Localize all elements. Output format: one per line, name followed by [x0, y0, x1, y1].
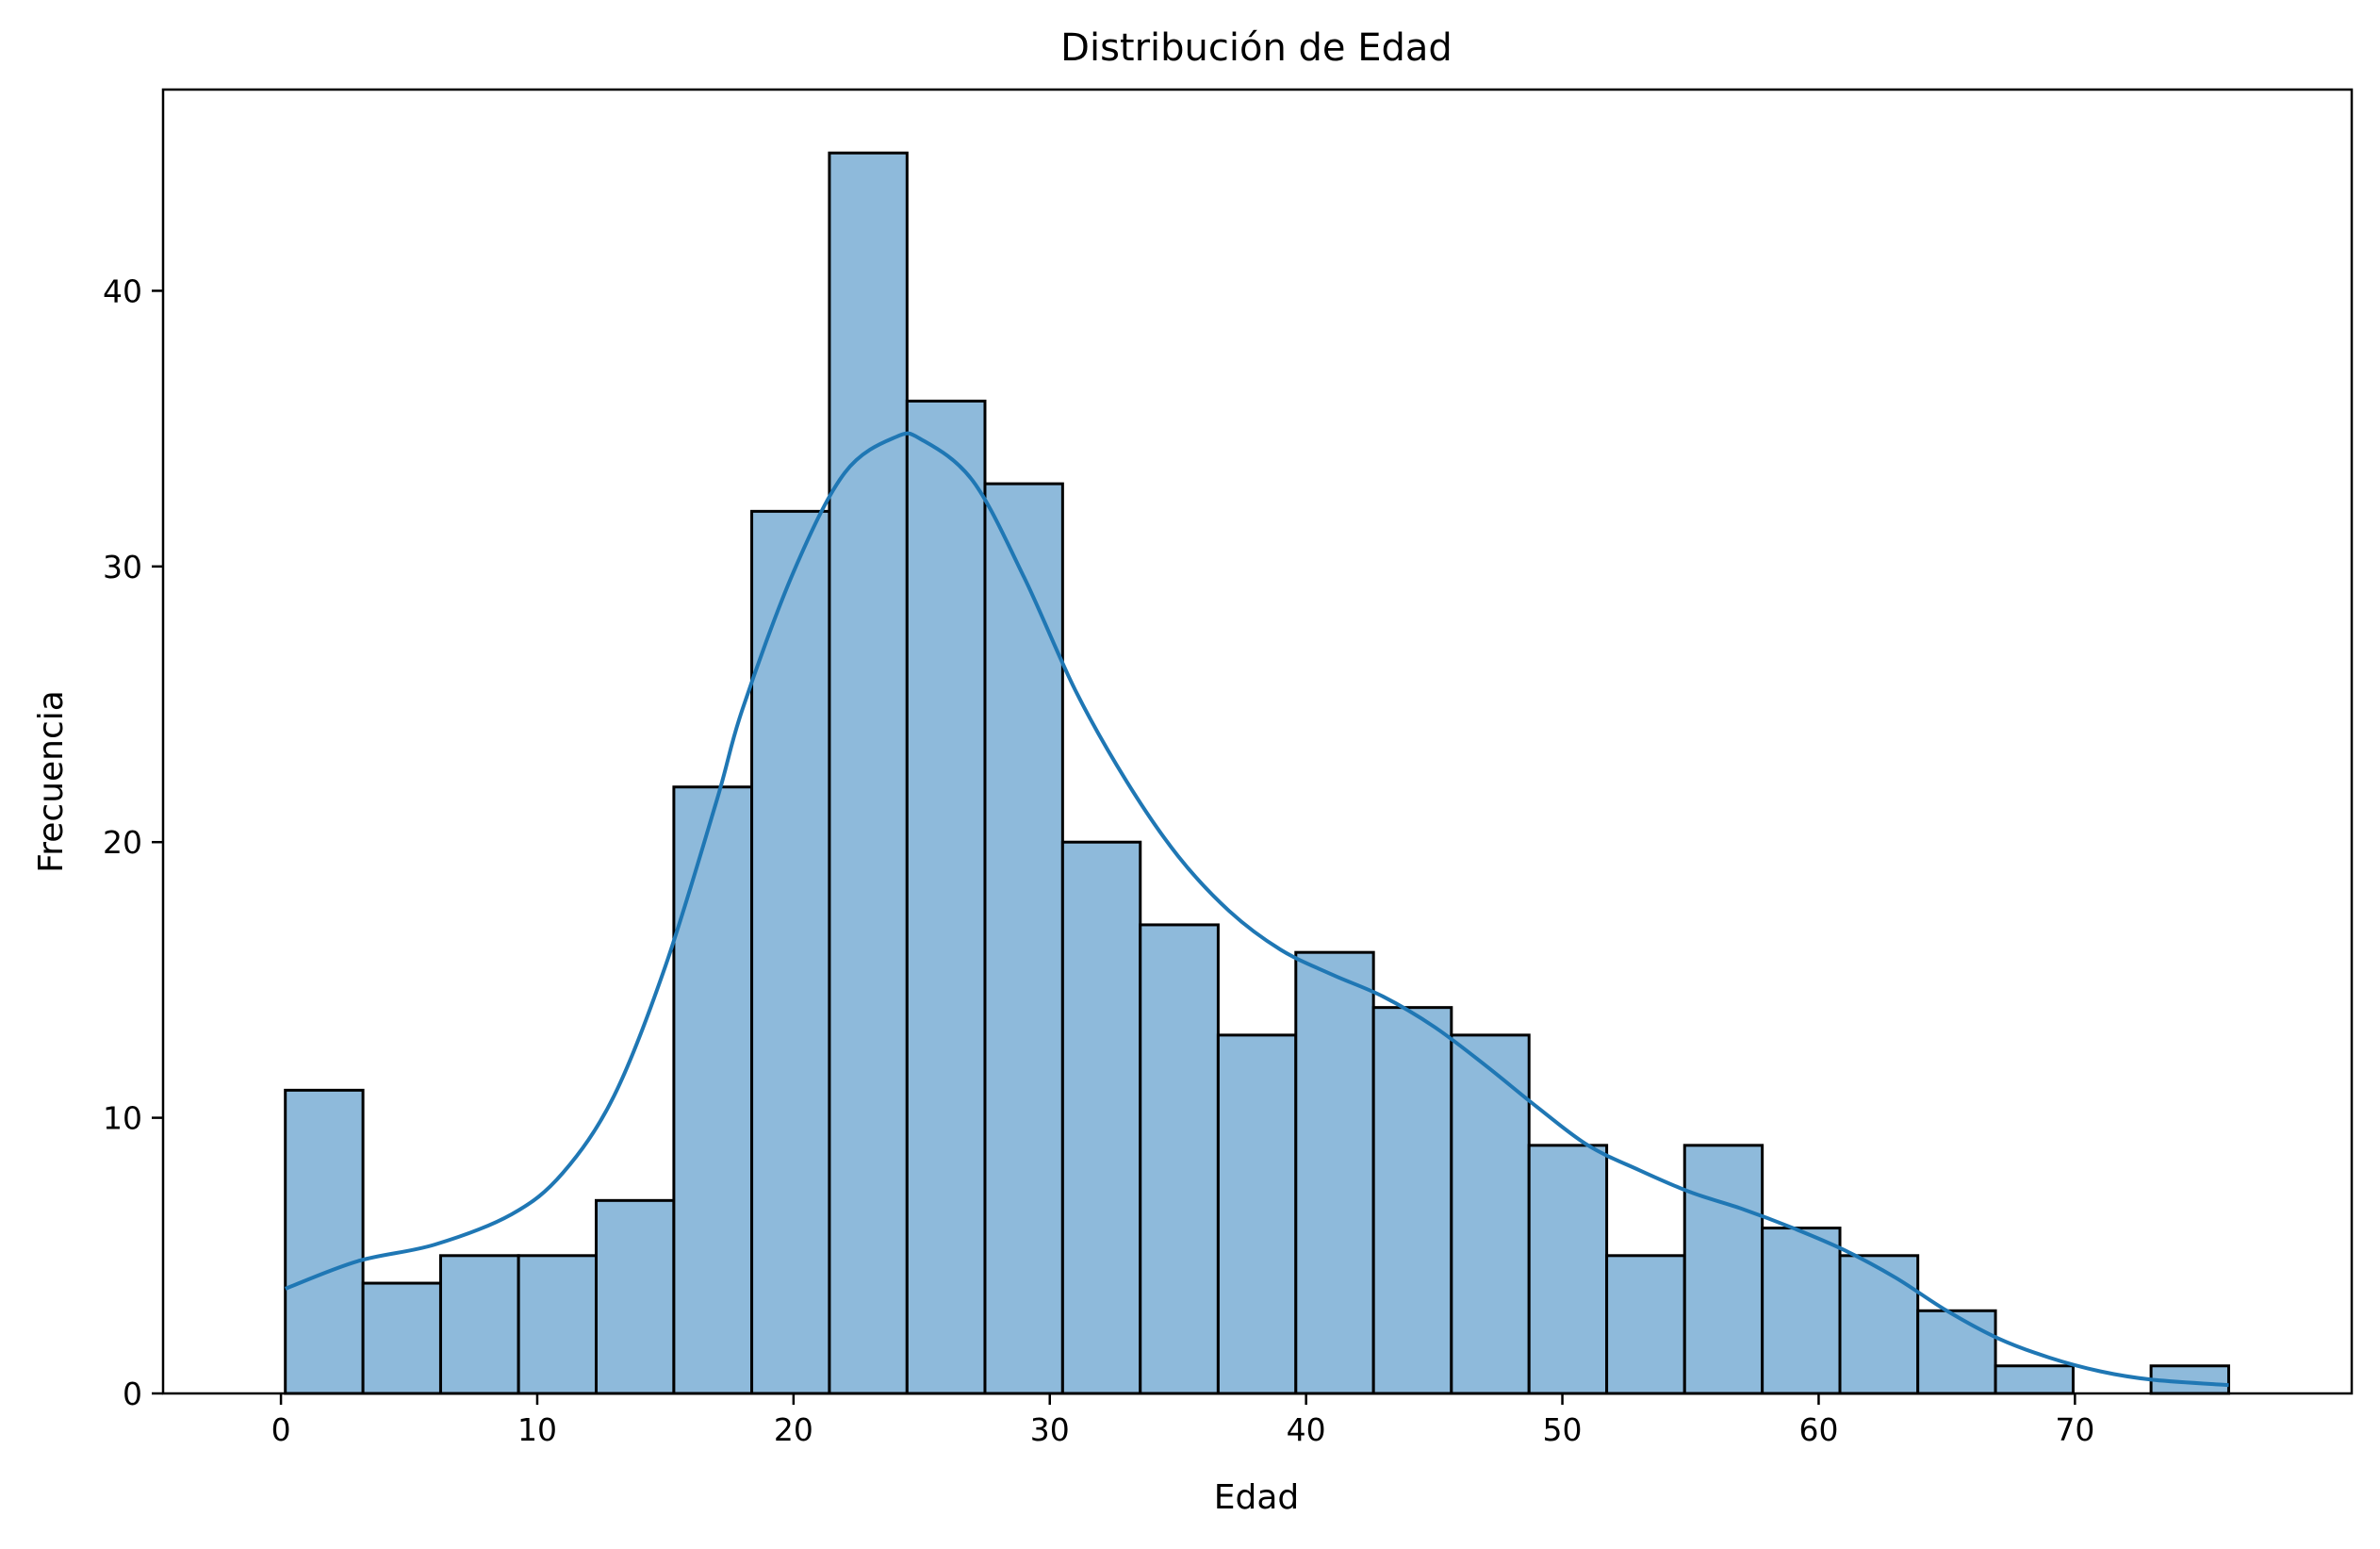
- y-axis-label: Frecuencia: [32, 690, 71, 873]
- histogram-bar: [1761, 1227, 1842, 1395]
- y-tick-label: 40: [103, 272, 142, 309]
- bars-layer: [284, 151, 2230, 1395]
- x-tick-label: 20: [774, 1411, 813, 1448]
- kde-line: [284, 431, 2229, 1388]
- y-tick-label: 30: [103, 549, 142, 585]
- x-tick-label: 50: [1543, 1411, 1583, 1448]
- histogram-bar: [750, 509, 831, 1395]
- x-tick-label: 60: [1798, 1411, 1838, 1448]
- histogram-bar: [1371, 1006, 1453, 1395]
- histogram-bar: [983, 482, 1064, 1395]
- histogram-bar: [595, 1198, 676, 1395]
- y-tick-label: 0: [123, 1376, 142, 1412]
- histogram-bar: [517, 1254, 599, 1395]
- histogram-bar: [828, 151, 909, 1395]
- histogram-bar: [1060, 840, 1142, 1395]
- x-tick-label: 0: [271, 1411, 291, 1448]
- histogram-bar: [1139, 923, 1220, 1395]
- y-axis-ticks: 0 10 20 30 40: [103, 272, 163, 1412]
- x-tick-label: 70: [2055, 1411, 2094, 1448]
- histogram-bar: [284, 1088, 365, 1395]
- plot-frame: [161, 88, 2354, 1395]
- chart-title: Distribución de Edad: [1060, 26, 1453, 70]
- y-tick-label: 20: [103, 824, 142, 861]
- kde-layer: [284, 431, 2229, 1388]
- histogram-bar: [438, 1254, 520, 1395]
- histogram-bar: [1216, 1033, 1298, 1395]
- x-tick-label: 10: [517, 1411, 557, 1448]
- x-axis-label: Edad: [1214, 1478, 1300, 1517]
- histogram-bar: [1294, 950, 1375, 1395]
- histogram-bar: [1450, 1033, 1531, 1395]
- histogram-bar: [1682, 1144, 1764, 1395]
- histogram-bar: [1527, 1144, 1609, 1395]
- x-tick-label: 40: [1287, 1411, 1326, 1448]
- x-tick-label: 30: [1030, 1411, 1070, 1448]
- histogram-bar: [1916, 1309, 1997, 1395]
- histogram-bar: [1605, 1254, 1686, 1395]
- histogram-bar: [672, 785, 754, 1395]
- histogram-bar: [1838, 1254, 1920, 1395]
- histogram-bar: [361, 1281, 442, 1395]
- histogram-bar: [905, 399, 987, 1395]
- histogram-bar: [1994, 1364, 2075, 1395]
- y-tick-label: 10: [103, 1100, 142, 1137]
- x-axis-ticks: 0 10 20 30 40 50 60 70: [271, 1393, 2094, 1448]
